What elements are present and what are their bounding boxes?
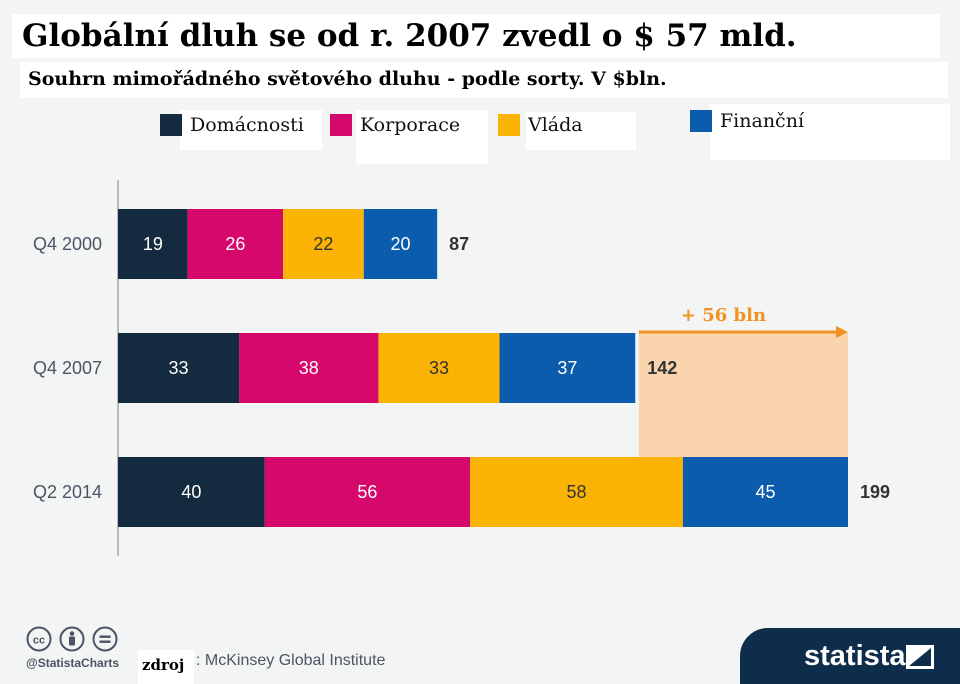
growth-area bbox=[638, 333, 848, 463]
chart-title: Globální dluh se od r. 2007 zvedl o $ 57… bbox=[22, 18, 797, 54]
bar-korporace bbox=[239, 333, 379, 403]
svg-text:cc: cc bbox=[33, 635, 45, 647]
category-label: Q4 2007 bbox=[33, 358, 102, 378]
legend-item-domacnosti: Domácnosti bbox=[160, 114, 304, 136]
source-patch bbox=[138, 650, 194, 684]
legend-patch-1 bbox=[180, 110, 322, 150]
bar-value-label: 58 bbox=[567, 482, 587, 502]
bar-value-label: 33 bbox=[169, 358, 189, 378]
total-label: 199 bbox=[860, 482, 890, 502]
bar-value-label: 45 bbox=[755, 482, 775, 502]
legend-label-domacnosti: Domácnosti bbox=[190, 114, 304, 136]
bar-financni bbox=[363, 209, 438, 279]
bar-value-label: 40 bbox=[181, 482, 201, 502]
by-icon bbox=[59, 626, 85, 652]
statista-wordmark: statista bbox=[804, 640, 906, 672]
legend-item-vlada: Vláda bbox=[498, 114, 583, 136]
growth-annotation-label: + 56 bln bbox=[681, 305, 766, 326]
footer: cc @StatistaCharts zdroj : McKinsey Glob… bbox=[0, 612, 960, 684]
legend-item-korporace: Korporace bbox=[330, 114, 460, 136]
bar-vlada bbox=[283, 209, 364, 279]
bar-chart: + 56 bln Q4 2000 19 26 22 20 87 Q4 2007 33 38 33 37… bbox=[33, 180, 890, 556]
legend-label-vlada: Vláda bbox=[528, 114, 583, 136]
legend-label-financni: Finanční bbox=[720, 110, 805, 132]
statista-logo-icon bbox=[906, 645, 934, 669]
bar-financni bbox=[682, 457, 848, 527]
bar-value-label: 56 bbox=[357, 482, 377, 502]
legend-swatch-vlada bbox=[498, 114, 520, 136]
legend-patch-2 bbox=[356, 110, 488, 164]
statista-brand[interactable]: statista bbox=[740, 628, 960, 684]
bar-domacnosti bbox=[118, 457, 265, 527]
bar-vlada bbox=[470, 457, 683, 527]
bar-domacnosti bbox=[118, 333, 240, 403]
bar-value-label: 33 bbox=[429, 358, 449, 378]
total-label: 142 bbox=[647, 358, 677, 378]
subtitle-patch bbox=[20, 62, 948, 98]
bar-value-label: 37 bbox=[557, 358, 577, 378]
bar-value-label: 38 bbox=[299, 358, 319, 378]
bar-value-label: 20 bbox=[390, 234, 410, 254]
category-label: Q4 2000 bbox=[33, 234, 102, 254]
bar-domacnosti bbox=[118, 209, 188, 279]
title-patch bbox=[12, 14, 940, 58]
bar-value-label: 19 bbox=[143, 234, 163, 254]
source-label: zdroj bbox=[142, 656, 185, 674]
source-text: : McKinsey Global Institute bbox=[196, 652, 386, 669]
chart-subtitle: Souhrn mimořádného světového dluhu - pod… bbox=[28, 68, 667, 90]
bar-vlada bbox=[378, 333, 500, 403]
legend-item-financni: Finanční bbox=[690, 110, 804, 132]
statista-handle: @StatistaCharts bbox=[26, 656, 120, 670]
total-label: 87 bbox=[449, 234, 469, 254]
bar-korporace bbox=[264, 457, 471, 527]
category-label: Q2 2014 bbox=[33, 482, 102, 502]
nd-icon bbox=[92, 626, 118, 652]
cc-icon: cc bbox=[26, 626, 52, 652]
bar-korporace bbox=[187, 209, 284, 279]
legend-swatch-domacnosti bbox=[160, 114, 182, 136]
bar-value-label: 26 bbox=[225, 234, 245, 254]
legend-label-korporace: Korporace bbox=[360, 114, 461, 136]
legend-patch-4 bbox=[710, 104, 950, 160]
legend-swatch-korporace bbox=[330, 114, 352, 136]
legend-swatch-financni bbox=[690, 110, 712, 132]
bar-financni bbox=[499, 333, 636, 403]
legend-patch-3 bbox=[526, 112, 636, 150]
bar-value-label: 22 bbox=[313, 234, 333, 254]
growth-arrow-head bbox=[836, 326, 848, 338]
